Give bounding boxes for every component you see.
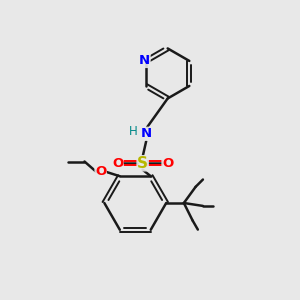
Text: O: O — [95, 165, 106, 178]
Text: N: N — [141, 127, 152, 140]
Text: O: O — [162, 157, 173, 170]
Text: H: H — [129, 125, 138, 138]
Text: N: N — [139, 54, 150, 68]
Text: O: O — [112, 157, 123, 170]
Text: S: S — [137, 156, 148, 171]
